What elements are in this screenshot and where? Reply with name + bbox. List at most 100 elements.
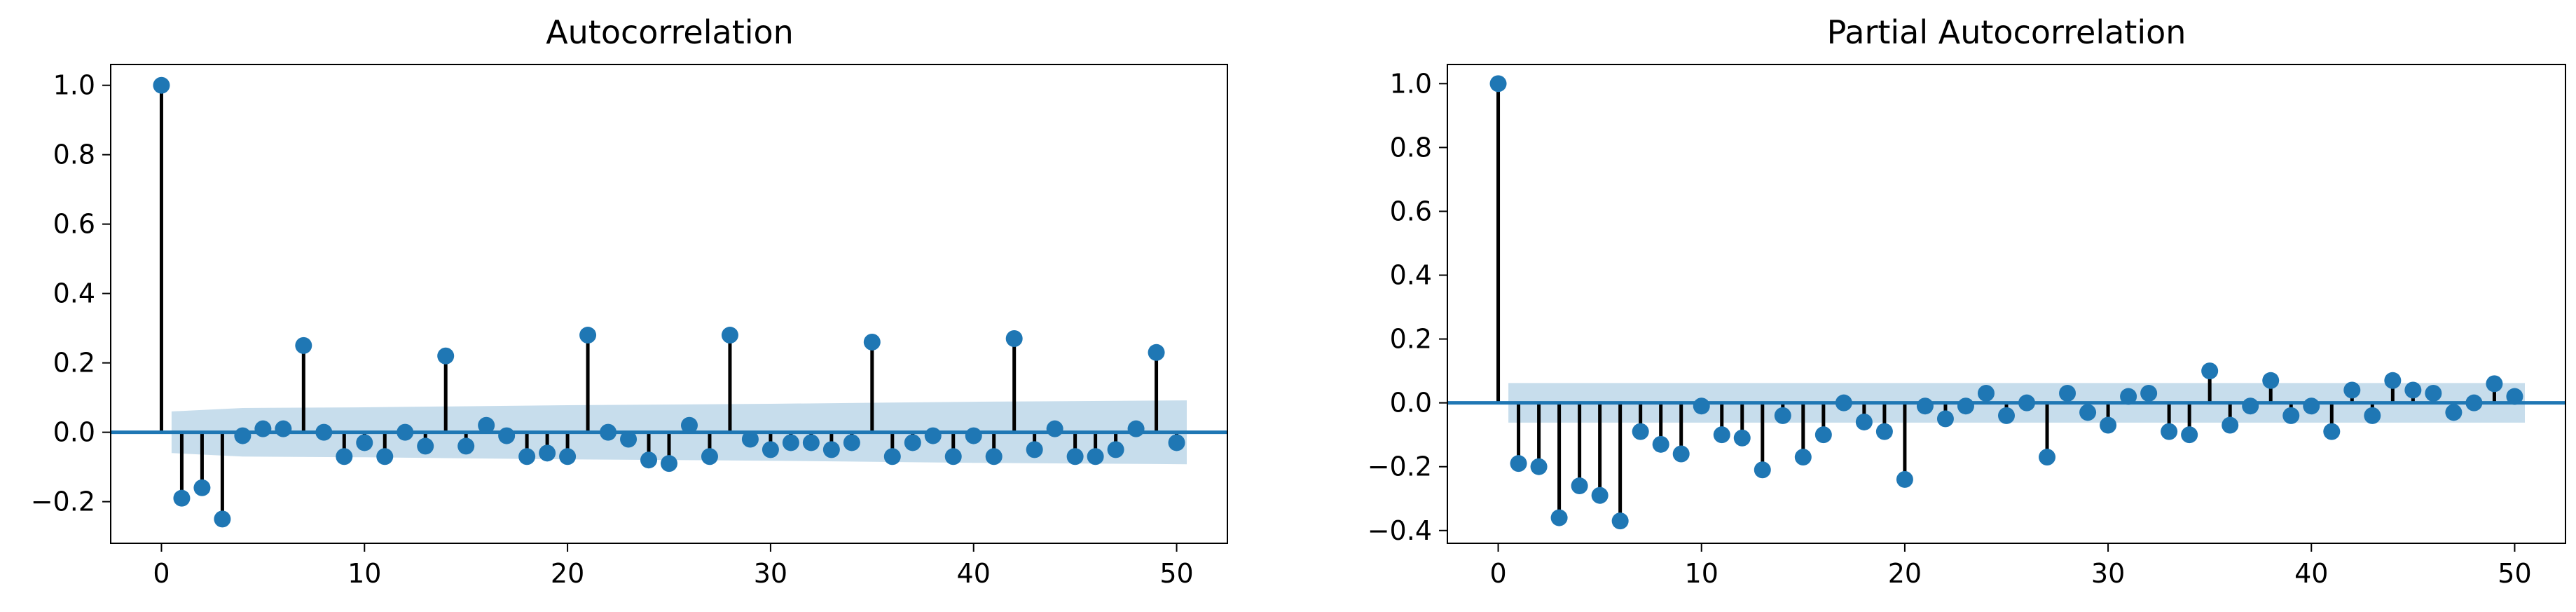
pacf-point bbox=[2120, 388, 2137, 405]
acf-point bbox=[457, 437, 475, 455]
acf-point bbox=[1026, 441, 1043, 458]
pacf-point bbox=[1489, 75, 1507, 93]
pacf-point bbox=[2506, 388, 2523, 405]
pacf-point bbox=[1794, 449, 1812, 466]
pacf-point bbox=[1774, 407, 1791, 424]
pacf-point bbox=[2201, 362, 2219, 380]
pacf-xtick-label: 40 bbox=[2294, 558, 2328, 589]
pacf-point bbox=[1632, 423, 1649, 440]
acf-point bbox=[1005, 329, 1023, 347]
pacf-point bbox=[2161, 423, 2178, 440]
acf-ytick-label: −0.2 bbox=[31, 487, 95, 517]
acf-ytick-label: 0.8 bbox=[53, 140, 95, 170]
acf-point bbox=[863, 333, 881, 351]
pacf-xtick-label: 50 bbox=[2498, 558, 2531, 589]
acf-point bbox=[498, 427, 516, 444]
acf-xtick-label: 30 bbox=[754, 558, 787, 589]
acf-xtick-label: 50 bbox=[1159, 558, 1193, 589]
pacf-point bbox=[2384, 372, 2402, 389]
acf-point bbox=[944, 448, 962, 465]
pacf-point bbox=[1896, 470, 1913, 488]
pacf-point bbox=[2222, 416, 2239, 434]
pacf-point bbox=[1591, 487, 1609, 504]
pacf-point bbox=[1957, 397, 1974, 415]
pacf-xtick-label: 20 bbox=[1888, 558, 1922, 589]
acf-point bbox=[721, 327, 738, 344]
acf-point bbox=[214, 510, 231, 528]
pacf-point bbox=[1652, 435, 1669, 453]
acf-point bbox=[559, 448, 577, 465]
acf-panel: Autocorrelation 0 10 20 30 40 50 −0.2 0.0 0.2 0.4… bbox=[31, 13, 1228, 589]
pacf-point bbox=[1550, 509, 1568, 526]
acf-point bbox=[782, 434, 799, 451]
acf-point bbox=[275, 420, 292, 437]
acf-point bbox=[680, 416, 698, 434]
pacf-point bbox=[2303, 397, 2320, 415]
pacf-ytick-label: 0.6 bbox=[1390, 196, 1432, 226]
pacf-point bbox=[2445, 404, 2463, 421]
pacf-ytick-label: 1.0 bbox=[1390, 68, 1432, 99]
pacf-point bbox=[2323, 423, 2341, 440]
pacf-point bbox=[1916, 397, 1934, 415]
acf-point bbox=[965, 427, 982, 444]
acf-ytick-label: 1.0 bbox=[53, 70, 95, 101]
acf-point bbox=[1107, 441, 1124, 458]
pacf-point bbox=[1875, 423, 1893, 440]
acf-point bbox=[843, 434, 860, 451]
pacf-point bbox=[2486, 375, 2503, 393]
acf-point bbox=[762, 441, 779, 458]
pacf-ytick-label: 0.0 bbox=[1390, 388, 1432, 419]
acf-point bbox=[883, 448, 901, 465]
acf-point bbox=[1148, 344, 1165, 361]
acf-point bbox=[478, 416, 495, 434]
pacf-point bbox=[2404, 381, 2422, 399]
acf-point bbox=[1127, 420, 1145, 437]
pacf-xtick-label: 10 bbox=[1685, 558, 1719, 589]
acf-point bbox=[579, 327, 597, 344]
acf-point bbox=[315, 423, 333, 441]
pacf-point bbox=[1855, 413, 1873, 430]
acf-point bbox=[254, 420, 272, 437]
pacf-point bbox=[2282, 407, 2300, 424]
pacf-point bbox=[2343, 381, 2361, 399]
acf-point bbox=[1168, 434, 1185, 451]
acf-point bbox=[539, 444, 556, 462]
pacf-ytick-label: −0.2 bbox=[1368, 451, 1432, 482]
pacf-point bbox=[2100, 416, 2117, 434]
acf-point bbox=[1066, 448, 1084, 465]
acf-xtick-label: 20 bbox=[551, 558, 584, 589]
pacf-point bbox=[2140, 384, 2158, 402]
pacf-point bbox=[1936, 410, 1954, 428]
acf-point bbox=[802, 434, 820, 451]
pacf-ytick-label: 0.8 bbox=[1390, 132, 1432, 163]
acf-point bbox=[985, 448, 1003, 465]
pacf-panel: Partial Autocorrelation 0 10 20 30 40 50 −0.4 −… bbox=[1368, 13, 2566, 589]
pacf-point bbox=[1713, 426, 1730, 444]
pacf-point bbox=[2262, 372, 2280, 389]
pacf-point bbox=[1693, 397, 1710, 415]
acf-point bbox=[173, 489, 191, 507]
acf-point bbox=[741, 430, 759, 448]
acf-point bbox=[397, 423, 414, 441]
pacf-point bbox=[1611, 512, 1629, 530]
acf-point bbox=[1046, 420, 1063, 437]
acf-point bbox=[640, 451, 658, 469]
acf-xtick-label: 10 bbox=[347, 558, 381, 589]
acf-title: Autocorrelation bbox=[546, 13, 794, 51]
acf-point bbox=[376, 448, 394, 465]
pacf-point bbox=[2018, 394, 2036, 412]
pacf-point bbox=[1754, 461, 1771, 479]
pacf-point bbox=[1510, 455, 1527, 472]
acf-ytick-label: 0.4 bbox=[53, 278, 95, 309]
pacf-point bbox=[1814, 426, 1832, 444]
acf-point bbox=[234, 427, 252, 444]
pacf-point bbox=[1977, 384, 1995, 402]
acf-point bbox=[193, 479, 211, 496]
pacf-point bbox=[1733, 429, 1751, 447]
acf-point bbox=[924, 427, 942, 444]
pacf-xtick-label: 0 bbox=[1489, 558, 1506, 589]
acf-point bbox=[417, 437, 434, 455]
pacf-point bbox=[2079, 404, 2097, 421]
pacf-point bbox=[2425, 384, 2442, 402]
